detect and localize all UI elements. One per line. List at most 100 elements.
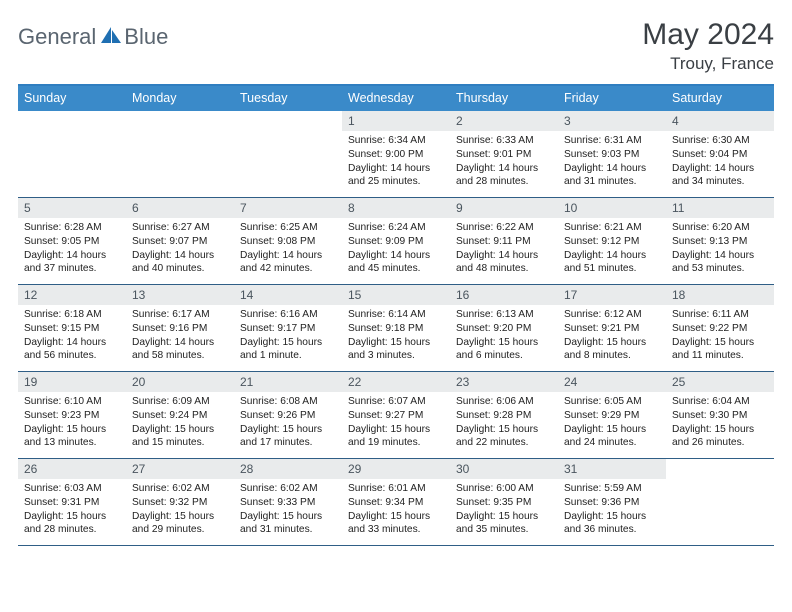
day-cell: 10Sunrise: 6:21 AMSunset: 9:12 PMDayligh… [558,198,666,284]
day-number: 30 [450,459,558,479]
sunset-line: Sunset: 9:00 PM [348,148,444,162]
daylight-line: Daylight: 15 hours and 36 minutes. [564,510,660,538]
weekday-header: SundayMondayTuesdayWednesdayThursdayFrid… [18,86,774,111]
daylight-line: Daylight: 15 hours and 26 minutes. [672,423,768,451]
sunset-line: Sunset: 9:36 PM [564,496,660,510]
brand-part2: Blue [124,24,168,50]
sunset-line: Sunset: 9:26 PM [240,409,336,423]
daylight-line: Daylight: 15 hours and 17 minutes. [240,423,336,451]
day-number: 16 [450,285,558,305]
day-number [126,111,234,131]
daylight-line: Daylight: 15 hours and 33 minutes. [348,510,444,538]
day-number: 11 [666,198,774,218]
day-cell [18,111,126,197]
weekday-label: Sunday [18,86,126,111]
day-cell: 4Sunrise: 6:30 AMSunset: 9:04 PMDaylight… [666,111,774,197]
sunset-line: Sunset: 9:09 PM [348,235,444,249]
day-cell: 29Sunrise: 6:01 AMSunset: 9:34 PMDayligh… [342,459,450,545]
calendar-grid: SundayMondayTuesdayWednesdayThursdayFrid… [18,84,774,546]
daylight-line: Daylight: 15 hours and 29 minutes. [132,510,228,538]
day-info: Sunrise: 5:59 AMSunset: 9:36 PMDaylight:… [558,482,666,537]
sunset-line: Sunset: 9:28 PM [456,409,552,423]
day-number: 10 [558,198,666,218]
sunset-line: Sunset: 9:08 PM [240,235,336,249]
day-number: 14 [234,285,342,305]
day-info: Sunrise: 6:22 AMSunset: 9:11 PMDaylight:… [450,221,558,276]
sunrise-line: Sunrise: 6:02 AM [132,482,228,496]
day-cell: 3Sunrise: 6:31 AMSunset: 9:03 PMDaylight… [558,111,666,197]
day-number: 7 [234,198,342,218]
day-number: 13 [126,285,234,305]
sunset-line: Sunset: 9:01 PM [456,148,552,162]
day-cell: 28Sunrise: 6:02 AMSunset: 9:33 PMDayligh… [234,459,342,545]
day-info: Sunrise: 6:10 AMSunset: 9:23 PMDaylight:… [18,395,126,450]
sunrise-line: Sunrise: 6:10 AM [24,395,120,409]
day-info: Sunrise: 6:27 AMSunset: 9:07 PMDaylight:… [126,221,234,276]
daylight-line: Daylight: 14 hours and 28 minutes. [456,162,552,190]
sunset-line: Sunset: 9:22 PM [672,322,768,336]
day-number: 23 [450,372,558,392]
week-row: 19Sunrise: 6:10 AMSunset: 9:23 PMDayligh… [18,372,774,459]
day-number: 24 [558,372,666,392]
sunrise-line: Sunrise: 6:04 AM [672,395,768,409]
day-info: Sunrise: 6:08 AMSunset: 9:26 PMDaylight:… [234,395,342,450]
brand-part1: General [18,24,96,50]
sunset-line: Sunset: 9:20 PM [456,322,552,336]
day-number: 29 [342,459,450,479]
location-label: Trouy, France [642,54,774,74]
day-info: Sunrise: 6:33 AMSunset: 9:01 PMDaylight:… [450,134,558,189]
day-info: Sunrise: 6:04 AMSunset: 9:30 PMDaylight:… [666,395,774,450]
day-cell: 1Sunrise: 6:34 AMSunset: 9:00 PMDaylight… [342,111,450,197]
day-cell: 16Sunrise: 6:13 AMSunset: 9:20 PMDayligh… [450,285,558,371]
sunrise-line: Sunrise: 6:16 AM [240,308,336,322]
sunset-line: Sunset: 9:15 PM [24,322,120,336]
sunrise-line: Sunrise: 6:34 AM [348,134,444,148]
day-info: Sunrise: 6:02 AMSunset: 9:32 PMDaylight:… [126,482,234,537]
day-cell [666,459,774,545]
daylight-line: Daylight: 15 hours and 13 minutes. [24,423,120,451]
sunrise-line: Sunrise: 6:07 AM [348,395,444,409]
daylight-line: Daylight: 14 hours and 51 minutes. [564,249,660,277]
day-number: 15 [342,285,450,305]
sunset-line: Sunset: 9:23 PM [24,409,120,423]
day-cell: 2 Sunrise: 6:33 AMSunset: 9:01 PMDaylight… [450,111,558,197]
day-cell: 23Sunrise: 6:06 AMSunset: 9:28 PMDayligh… [450,372,558,458]
weekday-label: Thursday [450,86,558,111]
day-number: 5 [18,198,126,218]
day-info: Sunrise: 6:18 AMSunset: 9:15 PMDaylight:… [18,308,126,363]
sunset-line: Sunset: 9:29 PM [564,409,660,423]
sunset-line: Sunset: 9:16 PM [132,322,228,336]
sunrise-line: Sunrise: 6:03 AM [24,482,120,496]
day-info: Sunrise: 6:16 AMSunset: 9:17 PMDaylight:… [234,308,342,363]
sunrise-line: Sunrise: 6:27 AM [132,221,228,235]
weeks-container: 1Sunrise: 6:34 AMSunset: 9:00 PMDaylight… [18,111,774,546]
weekday-label: Monday [126,86,234,111]
weekday-label: Tuesday [234,86,342,111]
day-cell: 26Sunrise: 6:03 AMSunset: 9:31 PMDayligh… [18,459,126,545]
sunrise-line: Sunrise: 5:59 AM [564,482,660,496]
sunrise-line: Sunrise: 6:11 AM [672,308,768,322]
sunrise-line: Sunrise: 6:01 AM [348,482,444,496]
day-number: 27 [126,459,234,479]
week-row: 26Sunrise: 6:03 AMSunset: 9:31 PMDayligh… [18,459,774,546]
day-number: 2 [450,111,558,131]
daylight-line: Daylight: 15 hours and 8 minutes. [564,336,660,364]
day-number: 28 [234,459,342,479]
sunset-line: Sunset: 9:31 PM [24,496,120,510]
day-cell: 7Sunrise: 6:25 AMSunset: 9:08 PMDaylight… [234,198,342,284]
day-cell: 25Sunrise: 6:04 AMSunset: 9:30 PMDayligh… [666,372,774,458]
sunrise-line: Sunrise: 6:33 AM [456,134,552,148]
sunset-line: Sunset: 9:33 PM [240,496,336,510]
sunrise-line: Sunrise: 6:24 AM [348,221,444,235]
day-cell: 30Sunrise: 6:00 AMSunset: 9:35 PMDayligh… [450,459,558,545]
week-row: 1Sunrise: 6:34 AMSunset: 9:00 PMDaylight… [18,111,774,198]
sunset-line: Sunset: 9:11 PM [456,235,552,249]
day-cell: 22Sunrise: 6:07 AMSunset: 9:27 PMDayligh… [342,372,450,458]
day-info: Sunrise: 6:12 AMSunset: 9:21 PMDaylight:… [558,308,666,363]
day-number: 22 [342,372,450,392]
week-row: 5Sunrise: 6:28 AMSunset: 9:05 PMDaylight… [18,198,774,285]
day-info: Sunrise: 6:17 AMSunset: 9:16 PMDaylight:… [126,308,234,363]
day-cell: 31Sunrise: 5:59 AMSunset: 9:36 PMDayligh… [558,459,666,545]
daylight-line: Daylight: 14 hours and 34 minutes. [672,162,768,190]
day-cell [234,111,342,197]
